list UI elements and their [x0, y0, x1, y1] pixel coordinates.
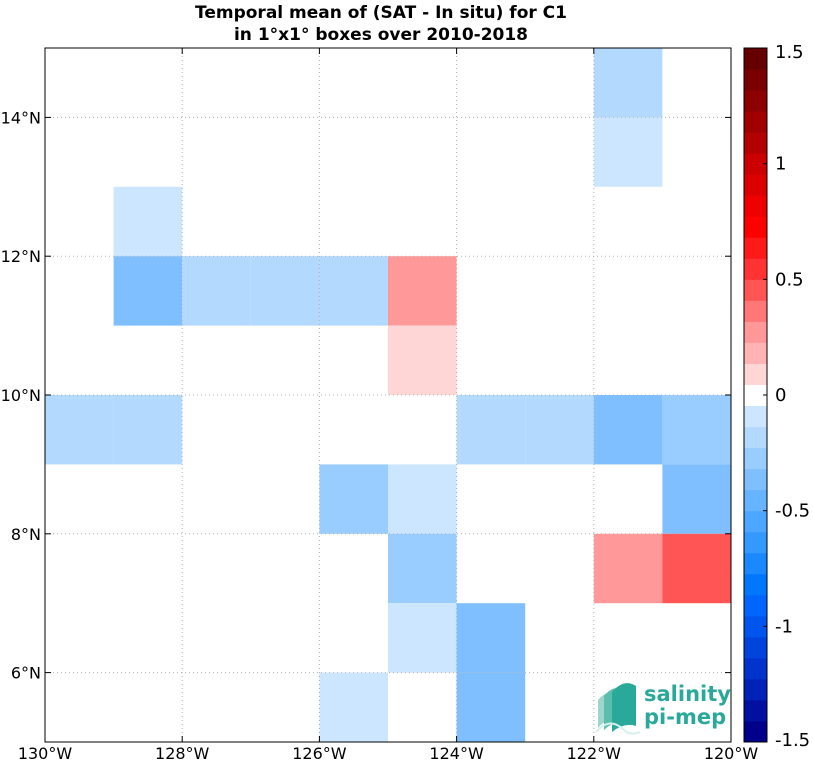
colorbar-segment — [744, 426, 767, 449]
heatmap-cell — [113, 256, 183, 326]
colorbar-segment — [744, 69, 767, 91]
colorbar-segment — [744, 216, 767, 238]
colorbar-segment — [744, 657, 767, 680]
colorbar — [743, 47, 768, 743]
heatmap-cell — [388, 325, 457, 395]
x-axis-ticks: 130°W 128°W 126°W 124°W 122°W 120°W — [18, 48, 759, 763]
colorbar-segment — [744, 531, 767, 554]
x-tick-label: 130°W — [18, 744, 73, 763]
heatmap-cell — [456, 395, 526, 465]
colorbar-segment — [744, 195, 767, 217]
colorbar-tick-label: 1.5 — [775, 42, 804, 63]
x-tick-label: 126°W — [292, 744, 347, 763]
x-tick-label: 128°W — [155, 744, 210, 763]
colorbar-ticks: 1.5 1 0.5 0 -0.5 -1 -1.5 — [763, 42, 810, 751]
colorbar-tick-label: -1.5 — [775, 730, 810, 751]
heatmap-cell — [113, 186, 183, 257]
heatmap-cell — [593, 395, 663, 465]
heatmap-cell — [182, 256, 251, 326]
colorbar-segment — [744, 447, 767, 470]
y-tick-label: 6°N — [11, 664, 41, 683]
logo-text-line1: salinity — [644, 682, 731, 706]
colorbar-segment — [744, 300, 767, 322]
heatmap-cell — [456, 672, 526, 742]
heatmap-cell — [45, 395, 114, 465]
heatmap-cell — [388, 603, 457, 673]
colorbar-segment — [744, 489, 767, 512]
colorbar-segment — [744, 552, 767, 575]
colorbar-segment — [744, 405, 767, 428]
heatmap-cells — [45, 48, 731, 742]
y-tick-label: 14°N — [1, 108, 41, 127]
x-tick-label: 122°W — [567, 744, 622, 763]
colorbar-segment — [744, 720, 767, 743]
colorbar-segment — [744, 615, 767, 638]
colorbar-segment — [744, 468, 767, 491]
y-tick-label: 8°N — [11, 525, 41, 544]
colorbar-segment — [744, 153, 767, 175]
x-tick-label: 124°W — [429, 744, 484, 763]
colorbar-segment — [744, 594, 767, 617]
colorbar-segment — [744, 699, 767, 722]
colorbar-segment — [744, 174, 767, 196]
heatmap-cell — [113, 395, 183, 465]
logo-text-line2: pi-mep — [644, 705, 726, 729]
heatmap-cell — [319, 256, 388, 326]
y-axis-ticks: 6°N 8°N 10°N 12°N 14°N — [1, 108, 731, 683]
heatmap-cell — [388, 464, 457, 534]
heatmap-cell — [319, 464, 388, 534]
x-tick-label: 120°W — [704, 744, 759, 763]
chart-title-group: Temporal mean of (SAT - In situ) for C1 … — [195, 3, 567, 45]
colorbar-tick-label: -0.5 — [775, 501, 810, 522]
heatmap-cell — [456, 603, 526, 673]
heatmap-cell — [593, 533, 663, 604]
y-tick-label: 12°N — [1, 247, 41, 266]
colorbar-segment — [744, 132, 767, 154]
heatmap-cell — [662, 464, 731, 534]
colorbar-segment — [744, 258, 767, 280]
heatmap-cell — [525, 395, 594, 465]
colorbar-segment — [744, 678, 767, 701]
colorbar-tick-label: 1 — [775, 154, 786, 175]
colorbar-segment — [744, 90, 767, 112]
colorbar-segment — [744, 111, 767, 133]
colorbar-segment — [744, 384, 767, 407]
heatmap-cell — [593, 48, 663, 118]
colorbar-segment — [744, 636, 767, 659]
heatmap-cell — [388, 533, 457, 604]
heatmap-cell — [250, 256, 320, 326]
colorbar-segment — [744, 363, 767, 385]
heatmap-cell — [319, 672, 388, 742]
colorbar-segment — [744, 573, 767, 596]
colorbar-segment — [744, 48, 767, 70]
colorbar-segment — [744, 321, 767, 343]
colorbar-tick-label: -1 — [775, 616, 793, 637]
heatmap-cell — [593, 117, 663, 187]
colorbar-segment — [744, 342, 767, 364]
y-tick-label: 10°N — [1, 386, 41, 405]
colorbar-segment — [744, 279, 767, 301]
heatmap-cell — [388, 256, 457, 326]
colorbar-segment — [744, 510, 767, 533]
chart-title: Temporal mean of (SAT - In situ) for C1 — [195, 3, 567, 23]
chart-subtitle: in 1°x1° boxes over 2010-2018 — [234, 25, 528, 45]
heatmap-cell — [662, 395, 731, 465]
colorbar-tick-label: 0.5 — [775, 269, 804, 290]
colorbar-segment — [744, 237, 767, 259]
logo-wave-icon — [595, 683, 641, 735]
salinity-pi-mep-logo: salinity pi-mep — [595, 682, 731, 735]
colorbar-tick-label: 0 — [775, 385, 786, 406]
heatmap-cell — [662, 533, 731, 604]
